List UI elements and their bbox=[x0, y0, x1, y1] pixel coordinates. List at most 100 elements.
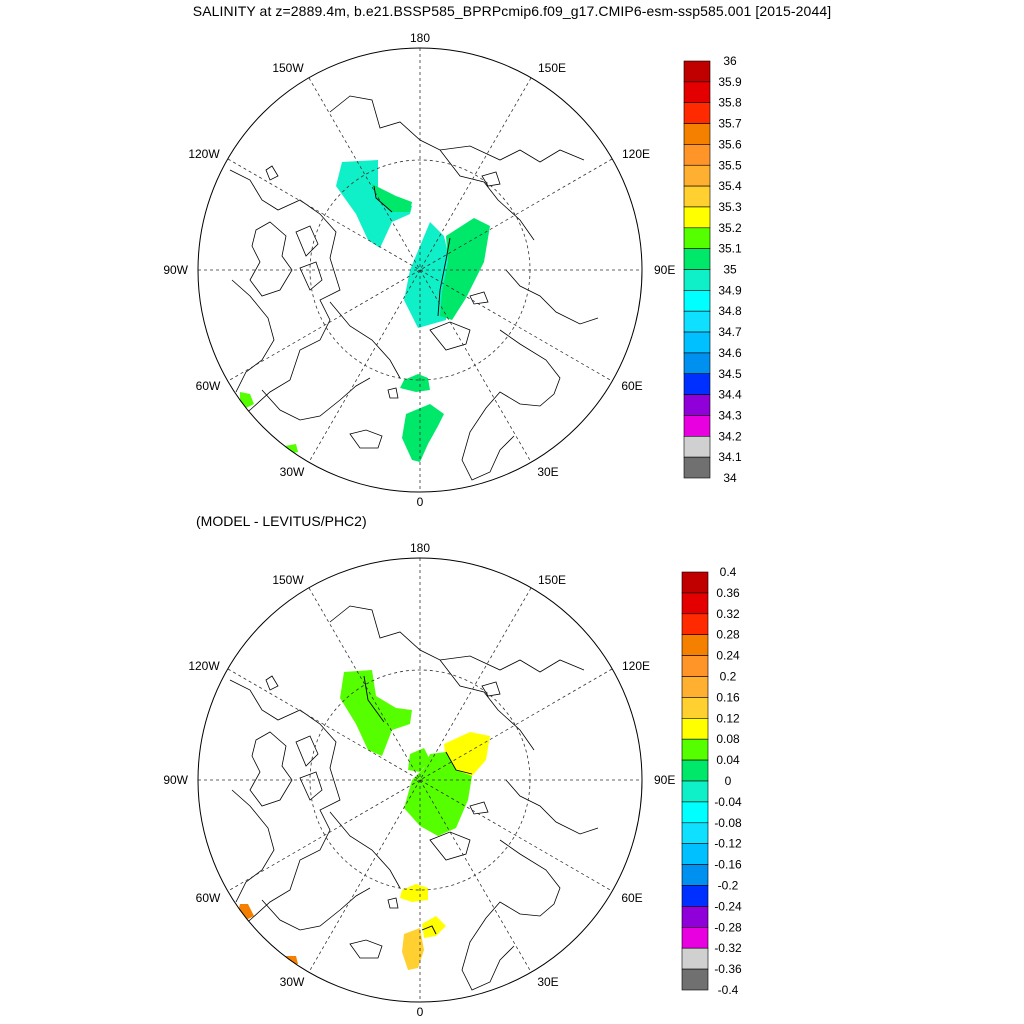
top-colorbar-label-5: 35.5 bbox=[718, 158, 742, 172]
bottom-colorbar-label-16: -0.24 bbox=[714, 899, 742, 913]
bottom-colorbar-label-17: -0.28 bbox=[714, 920, 742, 934]
bottom-colorbar-label-15: -0.2 bbox=[718, 879, 739, 893]
bottom-map-border bbox=[197, 557, 643, 1003]
bottom-colorbar-label-19: -0.36 bbox=[714, 962, 742, 976]
top-label-0: 0 bbox=[417, 495, 424, 509]
top-colorbar-label-2: 35.8 bbox=[718, 96, 742, 110]
top-colorbar-box-8 bbox=[683, 227, 711, 249]
bottom-colorbar-label-5: 0.2 bbox=[720, 670, 737, 684]
bottom-colorbar-label-3: 0.28 bbox=[716, 628, 740, 642]
bottom-colorbar-box-6 bbox=[681, 697, 709, 719]
top-colorbar-box-7 bbox=[683, 206, 711, 229]
top-label-150e: 150E bbox=[538, 61, 566, 75]
top-colorbar-box-6 bbox=[683, 185, 711, 208]
bottom-colorbar-box-14 bbox=[681, 864, 709, 886]
top-colorbar-box-0 bbox=[683, 60, 711, 83]
bottom-colorbar-box-2 bbox=[681, 613, 709, 635]
panel-subtitle: (MODEL - LEVITUS/PHC2) bbox=[196, 513, 367, 529]
bottom-region-central-green bbox=[404, 752, 472, 836]
top-map-border bbox=[197, 47, 643, 493]
top-label-90e: 90E bbox=[654, 263, 675, 277]
bottom-label-0: 0 bbox=[417, 1005, 424, 1019]
bottom-colorbar-box-1 bbox=[681, 592, 709, 615]
bottom-colorbar-label-18: -0.32 bbox=[714, 941, 742, 955]
bottom-region-small-green bbox=[408, 748, 430, 772]
top-map-panel: 180 0 90W 90E 150W 120W 150E 120E 60W 30… bbox=[163, 31, 742, 509]
top-region-labrador bbox=[240, 392, 254, 408]
figure-title: SALINITY at z=2889.4m, b.e21.BSSP585_BPR… bbox=[192, 3, 832, 19]
top-colorbar-label-9: 35.1 bbox=[718, 242, 742, 256]
top-colorbar-label-16: 34.4 bbox=[718, 388, 742, 402]
bottom-colorbar-label-9: 0.04 bbox=[716, 753, 740, 767]
top-colorbar-box-10 bbox=[683, 269, 711, 291]
top-region-norwegian-2 bbox=[402, 404, 444, 462]
top-region-central-green bbox=[440, 218, 490, 320]
top-colorbar-label-15: 34.5 bbox=[718, 367, 742, 381]
bottom-colorbar-label-0: 0.4 bbox=[720, 565, 737, 579]
top-label-120w: 120W bbox=[188, 147, 220, 161]
bottom-region-beaufort bbox=[340, 670, 412, 756]
top-colorbar-box-16 bbox=[683, 394, 711, 416]
bottom-colorbar-box-10 bbox=[681, 780, 709, 803]
bottom-label-90w: 90W bbox=[163, 773, 188, 787]
top-colorbar-box-4 bbox=[683, 144, 711, 166]
bottom-region-norwegian-1 bbox=[400, 884, 428, 902]
top-colorbar-label-19: 34.1 bbox=[718, 450, 742, 464]
bottom-coastlines bbox=[229, 605, 599, 991]
top-label-30w: 30W bbox=[280, 465, 305, 479]
top-colorbar-label-4: 35.6 bbox=[718, 137, 742, 151]
bottom-colorbar-box-16 bbox=[681, 906, 709, 928]
top-contour-beaufort bbox=[373, 185, 393, 213]
bottom-label-30e: 30E bbox=[537, 975, 558, 989]
top-label-180: 180 bbox=[410, 31, 430, 45]
top-map-content bbox=[198, 48, 642, 492]
top-colorbar-label-11: 34.9 bbox=[718, 283, 742, 297]
top-colorbar-label-0: 36 bbox=[723, 54, 737, 68]
top-colorbar-label-1: 35.9 bbox=[718, 75, 742, 89]
bottom-colorbar-label-12: -0.08 bbox=[714, 816, 742, 830]
bottom-label-30w: 30W bbox=[280, 975, 305, 989]
top-colorbar-box-2 bbox=[683, 102, 711, 124]
bottom-colorbar-label-6: 0.16 bbox=[716, 690, 740, 704]
top-colorbar-label-18: 34.2 bbox=[718, 429, 742, 443]
bottom-contour-norwegian bbox=[421, 925, 437, 935]
top-colorbar-label-6: 35.4 bbox=[718, 179, 742, 193]
bottom-label-180: 180 bbox=[410, 541, 430, 555]
bottom-colorbar-box-7 bbox=[681, 717, 709, 740]
bottom-colorbar-label-7: 0.12 bbox=[716, 711, 740, 725]
top-colorbar-label-10: 35 bbox=[723, 263, 737, 277]
bottom-colorbar-label-13: -0.12 bbox=[714, 837, 742, 851]
bottom-graticule bbox=[198, 558, 642, 1002]
bottom-label-60w: 60W bbox=[196, 891, 221, 905]
bottom-colorbar-label-8: 0.08 bbox=[716, 732, 740, 746]
top-label-120e: 120E bbox=[622, 147, 650, 161]
top-colorbar-label-13: 34.7 bbox=[718, 325, 742, 339]
top-colorbar-box-9 bbox=[683, 248, 711, 270]
bottom-colorbar-box-9 bbox=[681, 759, 709, 782]
bottom-map-content bbox=[198, 558, 642, 1002]
bottom-colorbar-box-13 bbox=[681, 843, 709, 865]
bottom-colorbar-box-18 bbox=[681, 947, 709, 970]
bottom-label-90e: 90E bbox=[654, 773, 675, 787]
bottom-label-150w: 150W bbox=[272, 573, 304, 587]
top-colorbar-box-5 bbox=[683, 164, 711, 187]
bottom-label-150e: 150E bbox=[538, 573, 566, 587]
top-colorbar-box-15 bbox=[683, 373, 711, 395]
top-colorbar-label-3: 35.7 bbox=[718, 117, 742, 131]
bottom-contour-beaufort bbox=[363, 675, 385, 723]
top-colorbar-label-7: 35.3 bbox=[718, 200, 742, 214]
top-colorbar-box-17 bbox=[683, 415, 711, 437]
bottom-colorbar-box-5 bbox=[681, 676, 709, 698]
bottom-colorbar-box-12 bbox=[681, 822, 709, 844]
top-region-beaufort-green bbox=[372, 184, 412, 212]
bottom-colorbar-label-11: -0.04 bbox=[714, 795, 742, 809]
bottom-map-panel: 180 0 90W 90E 150W 120W 150E 120E 60W 30… bbox=[163, 541, 742, 1019]
top-colorbar-box-1 bbox=[683, 81, 711, 103]
top-colorbar-box-18 bbox=[683, 435, 711, 458]
top-colorbar-label-8: 35.2 bbox=[718, 221, 742, 235]
bottom-colorbar-box-11 bbox=[681, 801, 709, 824]
top-colorbar-label-14: 34.6 bbox=[718, 346, 742, 360]
top-coastlines bbox=[229, 95, 599, 481]
bottom-colorbar-label-10: 0 bbox=[725, 774, 732, 788]
bottom-label-120w: 120W bbox=[188, 659, 220, 673]
